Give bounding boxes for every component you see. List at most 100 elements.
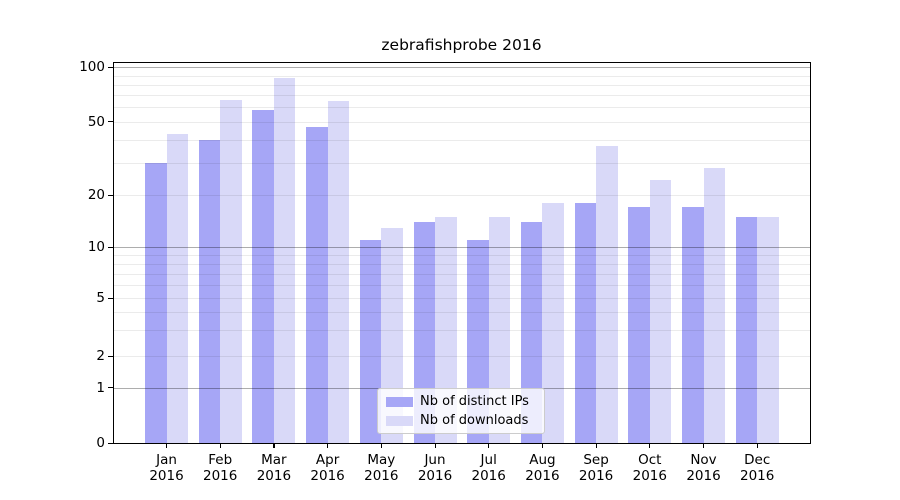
legend-item-1: Nb of downloads <box>386 412 536 428</box>
bar-mar-ips <box>252 110 274 443</box>
x-tick-mark <box>595 444 597 448</box>
x-tick-label: May 2016 <box>351 452 411 484</box>
bar-dec-downloads <box>757 216 779 443</box>
bar-sep-downloads <box>596 145 618 443</box>
gridline-minor <box>114 330 810 332</box>
gridline-minor <box>114 356 810 357</box>
gridline-minor <box>114 312 810 314</box>
gridline-minor <box>114 75 810 77</box>
x-tick-label: Sep 2016 <box>566 452 626 484</box>
bar-oct-ips <box>628 207 650 443</box>
x-tick-mark <box>649 444 651 448</box>
bar-jun-downloads <box>435 216 457 443</box>
legend-swatch <box>386 415 413 426</box>
x-tick-year: 2016 <box>364 468 399 484</box>
x-tick-year: 2016 <box>310 468 345 484</box>
x-tick-label: Oct 2016 <box>620 452 680 484</box>
x-tick-mark <box>703 444 705 448</box>
gridline-minor <box>114 284 810 286</box>
x-tick-mark <box>273 444 275 448</box>
y-tick-mark <box>108 297 113 299</box>
x-tick-mark <box>327 444 329 448</box>
x-tick-label: Aug 2016 <box>512 452 572 484</box>
legend-item-0: Nb of distinct IPs <box>386 393 536 409</box>
y-tick-mark <box>108 121 113 123</box>
bar-jul-downloads <box>488 216 511 443</box>
x-tick-label: Nov 2016 <box>674 452 734 484</box>
x-tick-year: 2016 <box>632 468 667 484</box>
bar-apr-downloads <box>327 101 350 443</box>
x-tick-label: Apr 2016 <box>298 452 358 484</box>
gridline-minor <box>114 255 810 257</box>
bar-nov-downloads <box>703 168 725 443</box>
y-tick-mark <box>108 387 113 389</box>
y-tick-label: 50 <box>87 113 105 130</box>
bar-sep-ips <box>574 202 597 443</box>
y-tick-mark <box>108 442 113 444</box>
bar-aug-ips <box>520 221 543 443</box>
bar-feb-downloads <box>220 99 242 443</box>
x-tick-year: 2016 <box>740 468 775 484</box>
legend-label: Nb of downloads <box>420 412 529 428</box>
y-tick-mark <box>108 355 113 357</box>
y-tick-label: 100 <box>79 59 105 76</box>
gridline-minor <box>114 162 810 164</box>
gridline-minor <box>114 195 810 196</box>
x-tick-year: 2016 <box>525 468 560 484</box>
x-tick-mark <box>488 444 490 448</box>
x-tick-mark <box>380 444 382 448</box>
x-tick-mark <box>434 444 436 448</box>
x-tick-year: 2016 <box>417 468 453 484</box>
x-tick-label: Feb 2016 <box>190 452 250 484</box>
y-tick-mark <box>108 66 113 68</box>
x-tick-label: Mar 2016 <box>244 452 304 484</box>
x-tick-year: 2016 <box>203 468 238 484</box>
bar-feb-ips <box>198 139 221 443</box>
x-tick-year: 2016 <box>256 468 292 484</box>
x-tick-label: Jul 2016 <box>459 452 519 484</box>
y-tick-label: 1 <box>96 379 105 396</box>
bar-may-ips <box>359 240 382 443</box>
x-tick-mark <box>166 444 168 448</box>
x-tick-mark <box>541 444 544 448</box>
legend-label: Nb of distinct IPs <box>420 393 529 409</box>
x-tick-mark <box>756 444 758 448</box>
x-tick-mark <box>219 444 221 448</box>
gridline-minor <box>114 263 810 265</box>
y-tick-mark <box>108 194 113 196</box>
legend: Nb of distinct IPs Nb of downloads <box>377 388 545 434</box>
y-tick-label: 10 <box>87 239 105 256</box>
gridline-minor <box>114 298 810 300</box>
bar-oct-downloads <box>649 180 672 443</box>
x-tick-label: Jun 2016 <box>405 452 465 484</box>
gridline-minor <box>114 273 810 275</box>
gridline-minor <box>114 139 810 141</box>
gridline-minor <box>114 84 810 86</box>
gridline-minor <box>114 95 810 97</box>
y-tick-label: 20 <box>87 187 105 203</box>
bar-nov-ips <box>682 207 704 443</box>
y-tick-label: 5 <box>96 290 105 307</box>
chart-title: zebrafishprobe 2016 <box>381 36 542 54</box>
y-tick-label: 0 <box>96 435 105 451</box>
x-tick-label: Dec 2016 <box>727 452 787 484</box>
x-tick-year: 2016 <box>686 468 721 484</box>
gridline-minor <box>114 107 810 109</box>
bar-jan-downloads <box>166 133 188 443</box>
bar-apr-ips <box>306 126 328 443</box>
bar-mar-downloads <box>273 78 296 443</box>
y-tick-mark <box>108 246 113 248</box>
x-tick-year: 2016 <box>578 468 614 484</box>
x-tick-year: 2016 <box>149 468 184 484</box>
x-tick-label: Jan 2016 <box>137 452 197 484</box>
legend-swatch <box>386 396 413 407</box>
bar-aug-downloads <box>542 202 564 443</box>
x-tick-year: 2016 <box>471 468 506 484</box>
y-tick-label: 2 <box>96 348 105 364</box>
gridline-minor <box>114 121 810 123</box>
gridline-major <box>114 247 810 249</box>
